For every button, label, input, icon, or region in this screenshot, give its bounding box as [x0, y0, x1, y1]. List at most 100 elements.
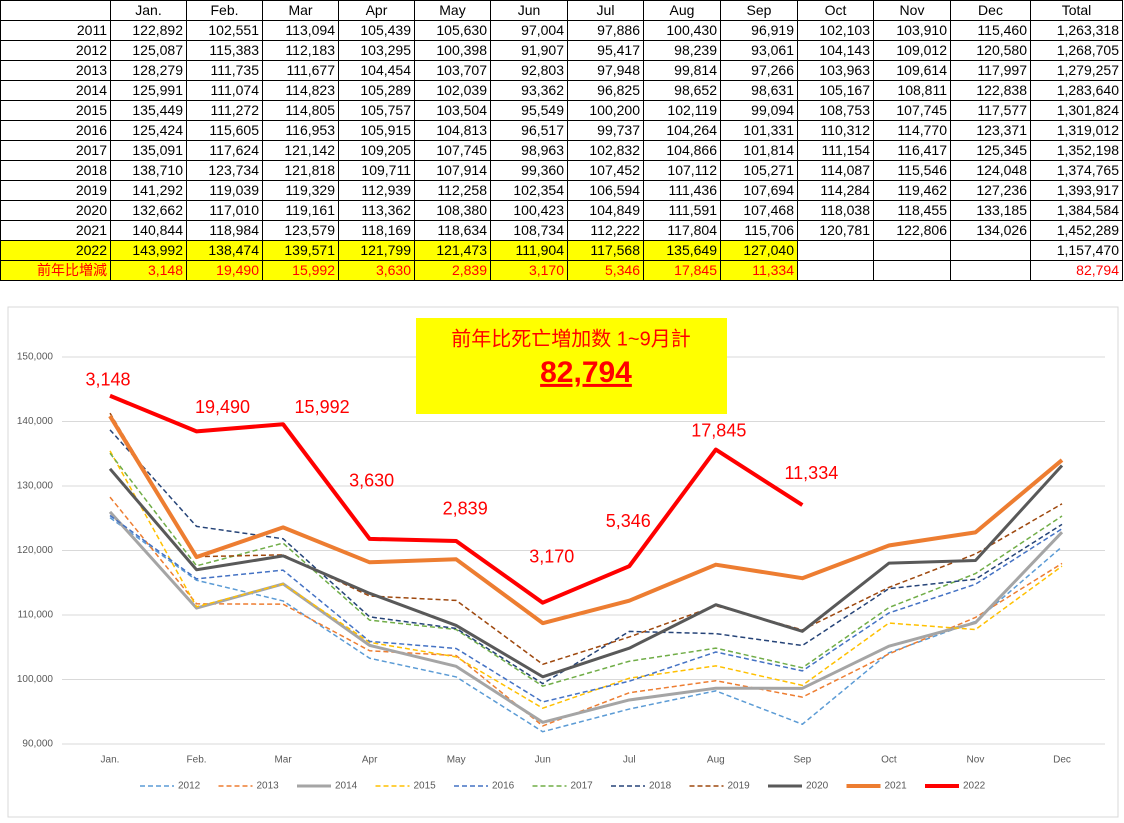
y-tick-label: 100,000 [17, 674, 54, 685]
table-cell: 109,012 [873, 40, 951, 61]
table-cell: 127,040 [720, 240, 798, 261]
table-cell: 前年比増減 [0, 260, 111, 281]
chart-subtitle: 82,794 [540, 356, 632, 389]
chart-title: 前年比死亡増加数 1~9月計 [451, 327, 690, 350]
table-cell: 114,823 [262, 80, 339, 101]
table-body: Jan. Feb. Mar Apr May Jun Jul Aug Sep Oct Nov Dec To… [0, 0, 1123, 281]
table-cell: 104,813 [414, 120, 491, 141]
table-cell: 112,258 [414, 180, 491, 201]
table-cell: 123,734 [186, 160, 263, 181]
annotation: 2,839 [443, 499, 488, 519]
annotation: 15,992 [295, 397, 350, 417]
plot: 90,000 100,000 110,000 120,000 130,000 140,00… [17, 352, 1105, 792]
table-cell: 99,737 [567, 120, 644, 141]
table-cell: 138,474 [186, 240, 263, 261]
table-cell: 118,984 [186, 220, 263, 241]
table-cell: 101,331 [720, 120, 798, 141]
table-cell: 141,292 [110, 180, 187, 201]
annotation: 17,845 [691, 420, 746, 440]
table-cell: 125,424 [110, 120, 187, 141]
table-cell: 91,907 [490, 40, 568, 61]
table-cell: 1,263,318 [1030, 20, 1123, 41]
annotation: 19,490 [195, 397, 250, 417]
table-cell: 1,301,824 [1030, 100, 1123, 121]
table-cell: 107,745 [414, 140, 491, 161]
table-cell: 3,170 [490, 260, 568, 281]
table-cell: 111,904 [490, 240, 568, 261]
table-row: Jan. Feb. Mar Apr May Jun Jul Aug Sep Oct Nov Dec To… [0, 0, 1123, 21]
table-cell: 93,362 [490, 80, 568, 101]
table-cell: 1,352,198 [1030, 140, 1123, 161]
series-line [108, 464, 1064, 679]
table-row: 前年比増減 3,148 19,490 15,992 3,630 2,839 3,170 5,3… [0, 260, 1123, 281]
table-row: 2018 138,710 123,734 121,818 109,711 107,914 9… [0, 160, 1123, 181]
table-cell: 114,087 [797, 160, 874, 181]
x-tick-label: Jun [535, 755, 551, 766]
legend-label: 2016 [492, 781, 515, 792]
x-tick-label: Mar [274, 755, 292, 766]
y-tick-label: 120,000 [17, 545, 54, 556]
series-line [109, 496, 1063, 727]
table-cell: 1,393,917 [1030, 180, 1123, 201]
y-tick-label: 140,000 [17, 416, 54, 427]
table-row: 2011 122,892 102,551 113,094 105,439 105,630 9… [0, 20, 1123, 41]
annotation: 3,630 [349, 471, 394, 491]
legend-label: 2015 [414, 781, 437, 792]
table-cell: 138,710 [110, 160, 187, 181]
table-cell: 135,649 [643, 240, 721, 261]
legend-label: 2022 [963, 781, 986, 792]
table-cell: 101,814 [720, 140, 798, 161]
series-line [109, 452, 1063, 687]
table-cell: 110,312 [797, 120, 874, 141]
table-cell: 115,383 [186, 40, 263, 61]
table-cell: 1,283,640 [1030, 80, 1123, 101]
series-line [109, 517, 1063, 733]
table-cell: 108,380 [414, 200, 491, 221]
table-cell: 135,091 [110, 140, 187, 161]
table-cell: 3,148 [110, 260, 187, 281]
x-tick-label: Jan. [101, 755, 120, 766]
table-cell: 5,346 [567, 260, 644, 281]
table-cell: 100,423 [490, 200, 568, 221]
table-cell: 97,004 [490, 20, 568, 41]
legend-label: 2012 [178, 781, 201, 792]
table-cell: 115,605 [186, 120, 263, 141]
data-table: Jan. Feb. Mar Apr May Jun Jul Aug Sep Oct Nov Dec To… [0, 0, 1123, 281]
y-tick-label: 130,000 [17, 481, 54, 492]
table-cell: 2022 [0, 240, 111, 261]
series-line [109, 450, 1063, 709]
table-cell: 1,452,289 [1030, 220, 1123, 241]
series-line [109, 393, 804, 605]
annotation: 5,346 [606, 511, 651, 531]
annotation: 11,334 [785, 463, 839, 483]
legend-label: 2017 [571, 781, 594, 792]
table-cell: 127,236 [950, 180, 1031, 201]
table-cell: 102,039 [414, 80, 491, 101]
table-cell: 111,591 [643, 200, 721, 221]
table-cell: 117,568 [567, 240, 644, 261]
table-cell: May [414, 0, 491, 21]
annotation: 3,148 [85, 370, 130, 390]
table-cell: 17,845 [643, 260, 721, 281]
table-cell: 82,794 [1030, 260, 1123, 281]
table-cell: 97,266 [720, 60, 798, 81]
table-row: 2016 125,424 115,605 116,953 105,915 104,813 9… [0, 120, 1123, 141]
table-cell: 102,103 [797, 20, 874, 41]
table-cell: 97,886 [567, 20, 644, 41]
table-cell: 19,490 [186, 260, 263, 281]
x-tick-label: Aug [707, 755, 725, 766]
table-cell: 98,239 [643, 40, 721, 61]
table-cell: 125,345 [950, 140, 1031, 161]
x-tick-label: Jul [623, 755, 636, 766]
table-cell: 140,844 [110, 220, 187, 241]
table-cell: 100,430 [643, 20, 721, 41]
table-cell: 114,284 [797, 180, 874, 201]
table-row: 2020 132,662 117,010 119,161 113,362 108,380 1… [0, 200, 1123, 221]
table-cell: 3,630 [338, 260, 415, 281]
table-cell: 103,707 [414, 60, 491, 81]
table-row: 2017 135,091 117,624 121,142 109,205 107,745 9… [0, 140, 1123, 161]
legend-label: 2019 [728, 781, 751, 792]
table-row: 2022 143,992 138,474 139,571 121,799 121,473 1… [0, 240, 1123, 261]
y-tick-label: 150,000 [17, 352, 54, 363]
table-cell: 99,360 [490, 160, 568, 181]
